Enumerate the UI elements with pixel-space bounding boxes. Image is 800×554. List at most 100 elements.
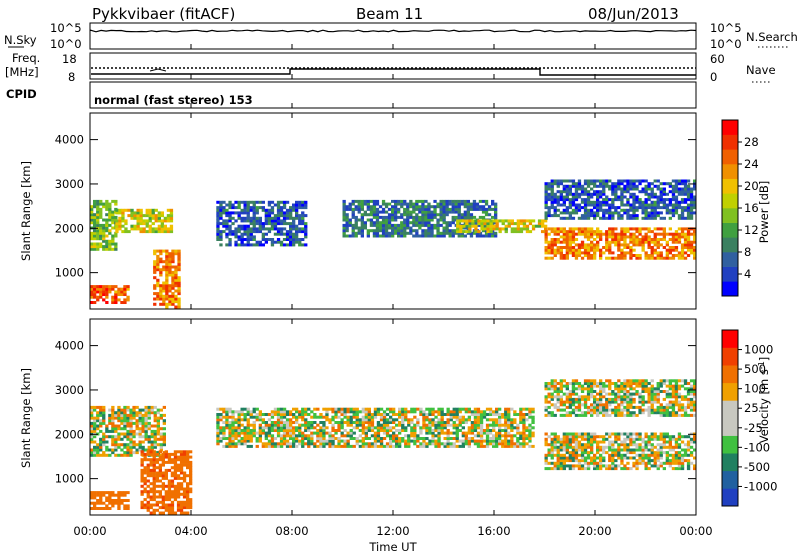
velocity-cell: [252, 407, 256, 411]
velocity-cell: [252, 426, 256, 430]
velocity-cell: [349, 434, 353, 438]
velocity-cell: [120, 493, 124, 497]
power-cell: [641, 190, 645, 194]
velocity-cell: [599, 448, 603, 452]
power-cell: [433, 226, 437, 230]
power-cell: [586, 251, 591, 255]
power-cell: [301, 222, 305, 226]
velocity-cell: [443, 423, 447, 427]
velocity-cell: [553, 379, 557, 383]
power-cell: [580, 251, 585, 255]
velocity-cell: [93, 419, 97, 423]
power-cell: [249, 238, 253, 241]
power-cell: [163, 230, 167, 234]
power-cell: [115, 222, 119, 226]
velocity-cell: [340, 418, 344, 422]
velocity-cell: [479, 415, 484, 419]
velocity-cell: [331, 423, 335, 427]
velocity-cell: [580, 413, 585, 417]
velocity-cell: [593, 437, 597, 441]
velocity-cell: [126, 421, 130, 425]
power-cell: [454, 215, 458, 219]
power-cell: [626, 208, 630, 212]
power-cell: [342, 202, 346, 206]
velocity-cell: [146, 479, 150, 483]
power-cell: [583, 214, 588, 218]
velocity-heatmap: [90, 379, 697, 515]
power-cell: [157, 219, 161, 223]
velocity-cell: [410, 426, 414, 430]
power-cell: [647, 238, 651, 241]
power-cell: [394, 218, 398, 222]
velocity-cell: [488, 418, 493, 422]
velocity-cell: [123, 408, 127, 412]
velocity-cell: [173, 455, 178, 459]
power-cell: [418, 210, 422, 214]
power-cell: [491, 202, 495, 206]
velocity-cell: [525, 418, 529, 422]
power-cell: [282, 227, 287, 231]
velocity-cell: [222, 407, 226, 411]
power-cell: [295, 230, 299, 234]
power-cell: [108, 229, 112, 233]
velocity-cell: [602, 437, 606, 441]
velocity-cell: [410, 421, 414, 424]
power-cell: [276, 240, 281, 244]
velocity-cell: [331, 429, 335, 432]
power-cell: [491, 215, 495, 219]
power-cell: [617, 211, 621, 215]
velocity-cell: [340, 413, 344, 416]
power-cell: [677, 232, 682, 236]
velocity-cell: [337, 437, 341, 440]
power-cell: [574, 211, 579, 215]
velocity-cell: [398, 410, 402, 414]
velocity-cell: [90, 435, 94, 439]
power-cell: [267, 238, 272, 241]
power-cell: [686, 190, 691, 194]
power-cell: [177, 252, 181, 256]
power-cell: [463, 202, 467, 206]
power-cell: [264, 214, 268, 218]
velocity-cell: [626, 437, 630, 441]
power-cell: [596, 246, 600, 249]
power-cell: [662, 182, 666, 186]
velocity-cell: [179, 468, 184, 472]
power-cell: [568, 227, 572, 231]
power-cell: [683, 187, 688, 191]
power-cell: [556, 230, 560, 234]
velocity-cell: [279, 429, 284, 432]
power-cell: [644, 192, 648, 196]
velocity-cell: [328, 407, 332, 411]
power-cell: [492, 219, 496, 223]
power-cell: [424, 215, 428, 219]
power-cell: [270, 219, 275, 223]
power-cell: [171, 281, 175, 285]
velocity-cell: [401, 413, 405, 416]
power-cell: [489, 219, 493, 223]
power-cell: [96, 287, 100, 291]
power-cell: [372, 215, 377, 219]
velocity-cell: [593, 403, 597, 407]
velocity-cell: [340, 431, 344, 435]
power-cell: [142, 227, 146, 231]
power-cell: [562, 246, 566, 249]
power-cell: [544, 224, 548, 228]
velocity-cell: [571, 403, 576, 407]
velocity-cell: [105, 448, 109, 452]
velocity-cell: [114, 424, 118, 428]
velocity-cell: [282, 426, 287, 430]
velocity-cell: [680, 461, 685, 465]
velocity-cell: [602, 405, 606, 409]
power-cell: [394, 229, 398, 233]
power-cell: [484, 202, 489, 206]
velocity-cell: [186, 511, 190, 515]
power-cell: [568, 216, 572, 220]
velocity-cell: [626, 461, 630, 465]
velocity-cell: [126, 405, 130, 409]
power-cell: [632, 195, 636, 199]
velocity-cell: [629, 435, 633, 439]
power-cell: [686, 235, 691, 239]
power-cell: [623, 230, 627, 234]
velocity-cell: [225, 407, 229, 411]
